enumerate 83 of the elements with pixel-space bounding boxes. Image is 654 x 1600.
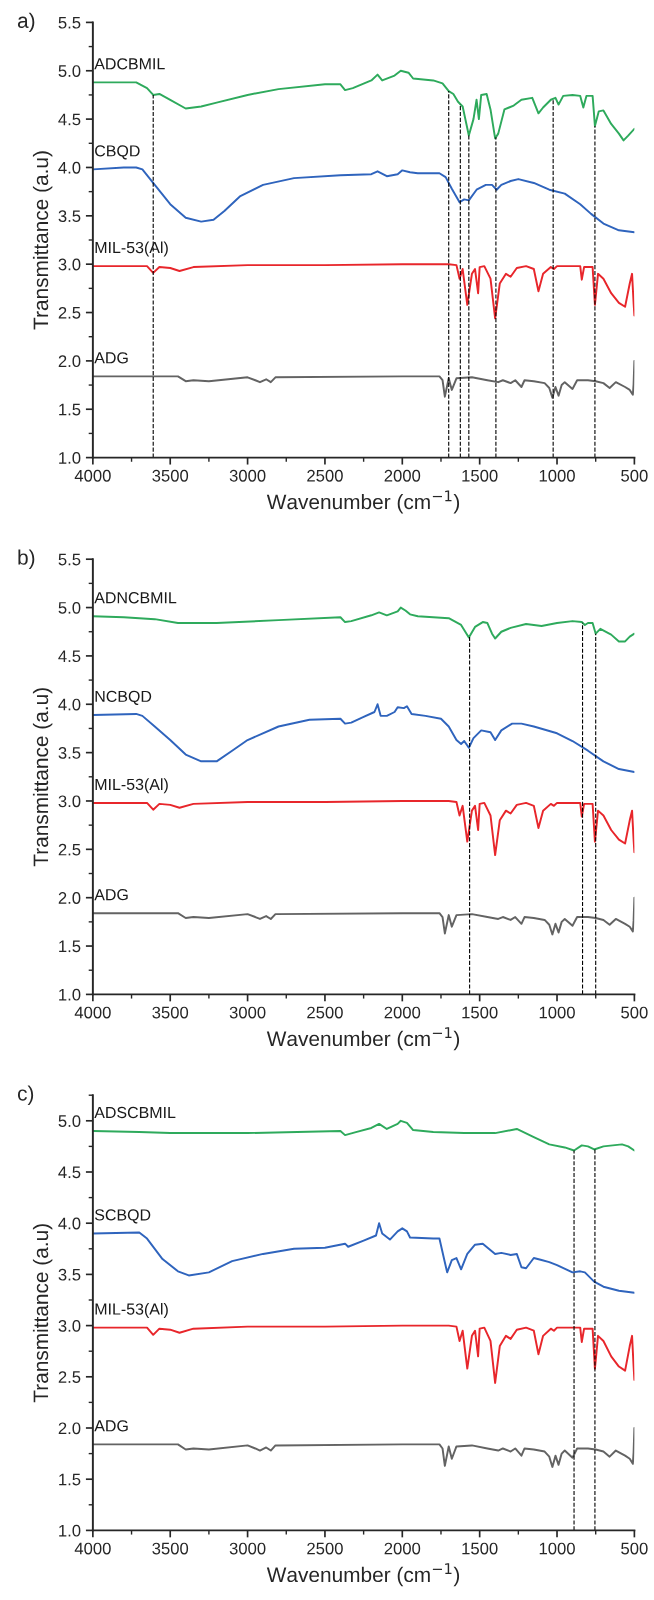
x-tick-label: 4000 — [74, 1542, 111, 1555]
y-tick-label: 2.5 — [58, 1371, 81, 1383]
x-tick-label: 1000 — [539, 469, 575, 482]
x-tick-label: 3000 — [229, 1006, 266, 1019]
y-tick-label: 3.0 — [58, 795, 81, 808]
y-tick-label: 5.5 — [58, 553, 81, 566]
x-tick-label: 3500 — [152, 1542, 189, 1555]
y-tick-label: 1.0 — [59, 988, 81, 1001]
line-series — [92, 703, 635, 773]
x-tick-label: 1000 — [539, 1542, 575, 1555]
x-tick-label: 2000 — [384, 469, 421, 482]
x-tick-label: 2500 — [307, 1542, 343, 1555]
text: b) — [18, 549, 35, 569]
x-tick-label: 1500 — [462, 1542, 498, 1555]
x-tick-label: 4000 — [74, 1006, 111, 1019]
x-tick-label: 2500 — [307, 469, 343, 482]
line-series — [92, 800, 635, 857]
y-tick-label: 1.0 — [59, 1524, 81, 1537]
series-label: CBQD — [95, 145, 140, 160]
line-series — [92, 1222, 635, 1294]
y-tick-label: 2.5 — [58, 306, 81, 319]
series-label: ADG — [94, 1420, 128, 1432]
x-tick-label: 500 — [621, 1542, 648, 1555]
y-tick-label: 4.0 — [58, 161, 81, 174]
y-tick-label: 2.0 — [58, 355, 81, 368]
y-tick-label: 5.0 — [58, 601, 81, 614]
y-tick-label: 4.5 — [58, 113, 81, 126]
x-tick-label: 1500 — [462, 469, 498, 482]
line-series — [92, 1119, 635, 1152]
y-tick-label: 4.0 — [58, 698, 81, 711]
y-axis-title: Transmittance (a.u) — [32, 688, 53, 867]
x-tick-label: 500 — [621, 469, 648, 482]
x-tick-label: 1000 — [539, 1006, 575, 1019]
x-axis-title: Wavenumber (cm$^{−1}$) — [266, 1563, 460, 1587]
y-tick-label: 4.0 — [58, 1217, 81, 1230]
series-label: ADG — [94, 352, 128, 364]
x-tick-label: 3000 — [229, 1542, 266, 1555]
y-axis-title: Transmittance (a.u) — [32, 1224, 53, 1403]
series-label: SCBQD — [94, 1209, 151, 1224]
line-series — [92, 69, 635, 142]
y-tick-label: 3.0 — [58, 1320, 81, 1332]
x-axis-title: Wavenumber (cm$^{−1}$) — [266, 490, 460, 514]
y-tick-label: 1.0 — [59, 452, 81, 464]
line-series — [92, 1324, 635, 1384]
y-tick-label: 2.0 — [58, 1422, 81, 1435]
x-tick-label: 2000 — [384, 1006, 421, 1019]
y-tick-label: 1.5 — [59, 940, 81, 953]
y-tick-label: 2.0 — [58, 892, 81, 904]
text: a) — [17, 12, 35, 33]
x-axis-title: Wavenumber (cm$^{−1}$) — [266, 1027, 460, 1051]
y-axis-title: Transmittance (a.u) — [32, 151, 53, 330]
x-tick-label: 500 — [621, 1006, 648, 1019]
y-tick-label: 5.0 — [58, 65, 81, 77]
line-series — [92, 166, 635, 234]
series-label: ADNCBMIL — [94, 592, 177, 604]
y-tick-label: 3.5 — [58, 747, 81, 759]
x-tick-label: 3500 — [152, 469, 189, 482]
x-tick-label: 1500 — [462, 1006, 498, 1019]
series-label: MIL-53(Al) — [95, 241, 168, 257]
y-tick-label: 3.5 — [58, 210, 81, 223]
series-label: MIL-53(Al) — [95, 1303, 168, 1318]
x-tick-label: 2500 — [307, 1006, 343, 1019]
y-tick-label: 3.5 — [58, 1268, 81, 1281]
y-tick-label: 3.0 — [58, 258, 81, 271]
y-tick-label: 1.5 — [59, 403, 81, 416]
line-series — [92, 263, 635, 320]
series-label: ADSCBMIL — [94, 1106, 176, 1119]
text: c) — [17, 1085, 34, 1105]
series-label: ADG — [94, 888, 128, 901]
series-label: ADCBMIL — [94, 58, 165, 70]
y-tick-label: 4.5 — [58, 1166, 81, 1179]
x-tick-label: 3500 — [152, 1006, 189, 1019]
y-tick-label: 5.5 — [58, 16, 81, 29]
y-tick-label: 5.0 — [58, 1115, 81, 1127]
y-tick-label: 1.5 — [59, 1473, 81, 1486]
line-series — [92, 606, 635, 643]
series-label: NCBQD — [95, 690, 152, 705]
x-tick-label: 3000 — [229, 469, 266, 482]
y-tick-label: 4.5 — [58, 650, 81, 663]
y-tick-label: 2.5 — [58, 843, 81, 856]
series-label: MIL-53(Al) — [95, 778, 168, 794]
x-tick-label: 2000 — [384, 1542, 421, 1555]
x-tick-label: 4000 — [74, 469, 111, 482]
